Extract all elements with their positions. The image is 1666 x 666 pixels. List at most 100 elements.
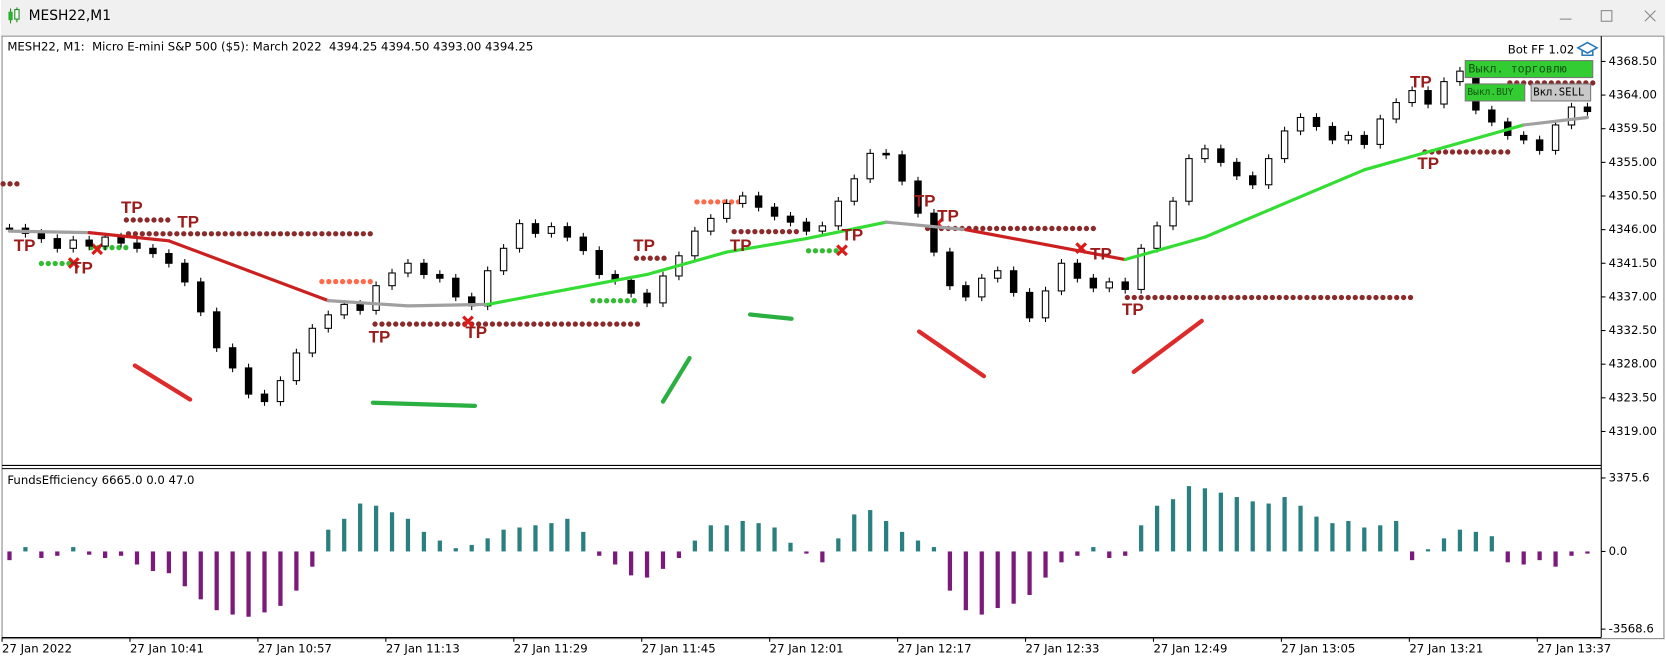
y-tick-label: 4341.50 [1609, 256, 1657, 270]
x-tick-label: 27 Jan 13:37 [1537, 642, 1611, 656]
sell-toggle-button[interactable] [1530, 83, 1592, 102]
histogram-bar [613, 551, 618, 565]
close-button[interactable] [1644, 10, 1656, 22]
histogram-bar [421, 531, 427, 552]
y-tick-label: 4368.50 [1609, 54, 1657, 68]
tp-label: TP [121, 198, 143, 217]
histogram-bar [262, 551, 267, 613]
tp-label: TP [1090, 245, 1112, 264]
histogram-bar [1170, 499, 1176, 552]
histogram-bar [230, 551, 235, 615]
candle [388, 272, 396, 287]
y-tick-label: 4332.50 [1609, 323, 1657, 337]
candle [515, 223, 524, 249]
bot-panel: Bot FF 1.02 Выкл. торговлю Выкл.BUY Вкл.… [1464, 41, 1599, 102]
histogram-bar [358, 503, 363, 552]
histogram-bar [118, 551, 124, 556]
candle [850, 178, 858, 202]
moving-average [804, 220, 888, 241]
candle [244, 367, 253, 395]
x-tick-label: 27 Jan 13:05 [1281, 642, 1355, 656]
candle [101, 236, 109, 247]
candle [165, 253, 173, 264]
histogram-bar [772, 527, 777, 552]
histogram-bar [597, 551, 602, 556]
candle [643, 292, 651, 304]
histogram-bar [310, 551, 315, 567]
candle [356, 303, 364, 311]
tp-label: TP [842, 225, 864, 244]
candle [1344, 134, 1353, 141]
histogram-bar [1457, 529, 1463, 552]
candle [149, 247, 157, 255]
histogram-bar [820, 551, 825, 563]
candle [1280, 130, 1289, 160]
bot-name: Bot FF 1.02 [1508, 42, 1575, 56]
candle [37, 232, 46, 240]
x-tick-label: 27 Jan 11:13 [386, 642, 460, 656]
maximize-button[interactable] [1600, 10, 1613, 22]
candle [1440, 81, 1448, 105]
candle [1376, 118, 1384, 145]
histogram-bar [1330, 523, 1335, 552]
candle [834, 200, 843, 227]
tp-label: TP [14, 236, 36, 255]
candle [1583, 106, 1592, 113]
moving-average [1203, 201, 1287, 239]
candle [1041, 290, 1050, 319]
histogram-bar [182, 551, 187, 587]
title-bar [0, 0, 1666, 36]
histogram-bar [995, 551, 1000, 609]
candle [914, 180, 922, 214]
candle [276, 380, 285, 403]
candle [181, 262, 189, 283]
histogram-bar [437, 540, 442, 552]
tp-label: TP [937, 206, 959, 225]
x-tick-label: 27 Jan 12:49 [1153, 642, 1227, 656]
histogram-bar [1441, 538, 1447, 552]
candle [770, 206, 779, 217]
moving-average [1442, 123, 1526, 149]
histogram-bar [1107, 551, 1112, 558]
candle [946, 251, 954, 287]
histogram-bar [198, 551, 203, 600]
candle [228, 347, 237, 369]
histogram-bar [150, 551, 156, 572]
candle [1233, 161, 1241, 177]
y-tick-label: 4364.00 [1609, 88, 1657, 102]
candle [260, 393, 269, 403]
histogram-bar [963, 551, 968, 611]
tp-label: TP [633, 236, 655, 255]
y-tick-label: 3375.6 [1609, 470, 1650, 484]
tp-label: TP [1410, 72, 1432, 91]
histogram-bar [55, 551, 60, 556]
histogram-bar [405, 518, 411, 552]
buy-toggle-button[interactable] [1464, 83, 1526, 102]
candle [308, 327, 317, 354]
trading-toggle-button[interactable] [1464, 60, 1594, 79]
x-tick-label: 27 Jan 2022 [2, 642, 72, 656]
tp-label: TP [71, 258, 93, 277]
candle [754, 195, 763, 208]
candle [292, 352, 301, 382]
histogram-bar [756, 523, 761, 552]
chart-frame [1, 35, 1665, 640]
histogram-bar [1346, 520, 1351, 552]
candle [1073, 262, 1082, 279]
histogram-bar [326, 529, 331, 552]
candle [1312, 116, 1321, 127]
chart-header: MESH22, M1: Micro E-mini S&P 500 ($5): M… [7, 39, 533, 53]
candle [197, 281, 205, 313]
candle [452, 277, 460, 298]
histogram-bar [1378, 525, 1383, 552]
tp-label: TP [1122, 300, 1144, 319]
histogram-bar [1394, 520, 1399, 552]
tp-label: TP [1417, 154, 1439, 173]
candle [212, 311, 221, 349]
candle [531, 223, 540, 234]
histogram-bar [1202, 488, 1208, 552]
moving-average [645, 250, 729, 277]
candle [117, 236, 125, 244]
price-pane: 4368.50 4364.00 4359.50 4355.00 4350.50 4346.… [1, 54, 1657, 656]
histogram-bar [740, 520, 745, 552]
